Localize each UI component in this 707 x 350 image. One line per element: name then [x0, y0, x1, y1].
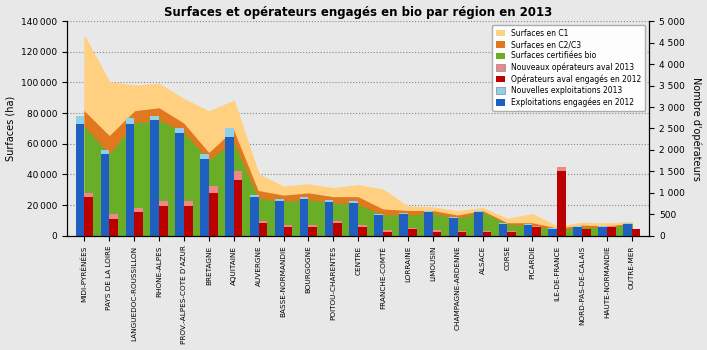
Bar	[623, 224, 632, 236]
Title: Surfaces et opérateurs engagés en bio par région en 2013: Surfaces et opérateurs engagés en bio pa…	[164, 6, 552, 19]
Bar	[225, 137, 234, 236]
Bar	[333, 221, 342, 223]
Bar	[308, 227, 317, 236]
Bar	[308, 225, 317, 227]
Bar	[383, 232, 392, 236]
Bar	[325, 202, 333, 236]
Bar	[225, 128, 234, 137]
Bar	[508, 232, 516, 236]
Bar	[175, 133, 184, 236]
Bar	[474, 210, 482, 212]
Bar	[482, 232, 491, 236]
Bar	[76, 124, 85, 236]
Bar	[358, 227, 367, 236]
Bar	[126, 124, 134, 236]
Bar	[424, 211, 433, 212]
Bar	[524, 225, 532, 236]
Bar	[284, 227, 292, 236]
Bar	[333, 223, 342, 236]
Bar	[151, 116, 159, 120]
Bar	[573, 227, 582, 236]
Bar	[607, 226, 616, 227]
Bar	[134, 212, 143, 236]
Bar	[126, 118, 134, 124]
Bar	[85, 193, 93, 197]
Bar	[200, 154, 209, 159]
Bar	[408, 229, 416, 236]
Bar	[632, 229, 641, 236]
Bar	[457, 232, 467, 236]
Bar	[184, 206, 193, 236]
Y-axis label: Surfaces (ha): Surfaces (ha)	[6, 96, 16, 161]
Bar	[532, 226, 541, 227]
Bar	[524, 224, 532, 225]
Bar	[598, 226, 607, 227]
Bar	[76, 116, 85, 124]
Bar	[449, 217, 457, 218]
Bar	[200, 159, 209, 236]
Y-axis label: Nombre d'opérateurs: Nombre d'opérateurs	[691, 77, 701, 180]
Bar	[598, 227, 607, 236]
Bar	[408, 228, 416, 229]
Bar	[275, 199, 284, 202]
Bar	[573, 226, 582, 227]
Bar	[100, 154, 110, 236]
Bar	[349, 201, 358, 203]
Bar	[209, 193, 218, 236]
Bar	[433, 230, 441, 232]
Bar	[159, 206, 168, 236]
Bar	[374, 215, 383, 236]
Bar	[284, 225, 292, 227]
Bar	[175, 128, 184, 133]
Bar	[259, 221, 267, 223]
Bar	[184, 202, 193, 206]
Bar	[424, 212, 433, 236]
Bar	[623, 223, 632, 224]
Bar	[349, 203, 358, 236]
Bar	[557, 172, 566, 236]
Bar	[151, 120, 159, 236]
Bar	[300, 199, 308, 236]
Bar	[457, 231, 467, 232]
Bar	[325, 200, 333, 202]
Bar	[498, 224, 508, 236]
Bar	[433, 232, 441, 236]
Bar	[159, 202, 168, 206]
Bar	[275, 202, 284, 236]
Bar	[110, 214, 118, 219]
Bar	[250, 195, 259, 197]
Bar	[482, 231, 491, 232]
Bar	[399, 214, 408, 236]
Bar	[399, 213, 408, 214]
Bar	[100, 150, 110, 154]
Bar	[549, 229, 557, 236]
Bar	[134, 208, 143, 212]
Bar	[110, 219, 118, 236]
Bar	[209, 187, 218, 193]
Bar	[532, 227, 541, 236]
Bar	[582, 229, 591, 236]
Bar	[474, 212, 482, 236]
Bar	[498, 223, 508, 224]
Bar	[549, 228, 557, 229]
Bar	[259, 223, 267, 236]
Bar	[358, 225, 367, 227]
Bar	[234, 180, 243, 236]
Bar	[300, 197, 308, 199]
Bar	[508, 231, 516, 232]
Bar	[250, 197, 259, 236]
Legend: Surfaces en C1, Surfaces en C2/C3, Surfaces certifiées bio, Nouveaux opérateurs : Surfaces en C1, Surfaces en C2/C3, Surfa…	[492, 25, 645, 111]
Bar	[374, 214, 383, 215]
Bar	[234, 172, 243, 180]
Bar	[557, 167, 566, 172]
Bar	[383, 230, 392, 232]
Bar	[85, 197, 93, 236]
Bar	[607, 227, 616, 236]
Bar	[449, 218, 457, 236]
